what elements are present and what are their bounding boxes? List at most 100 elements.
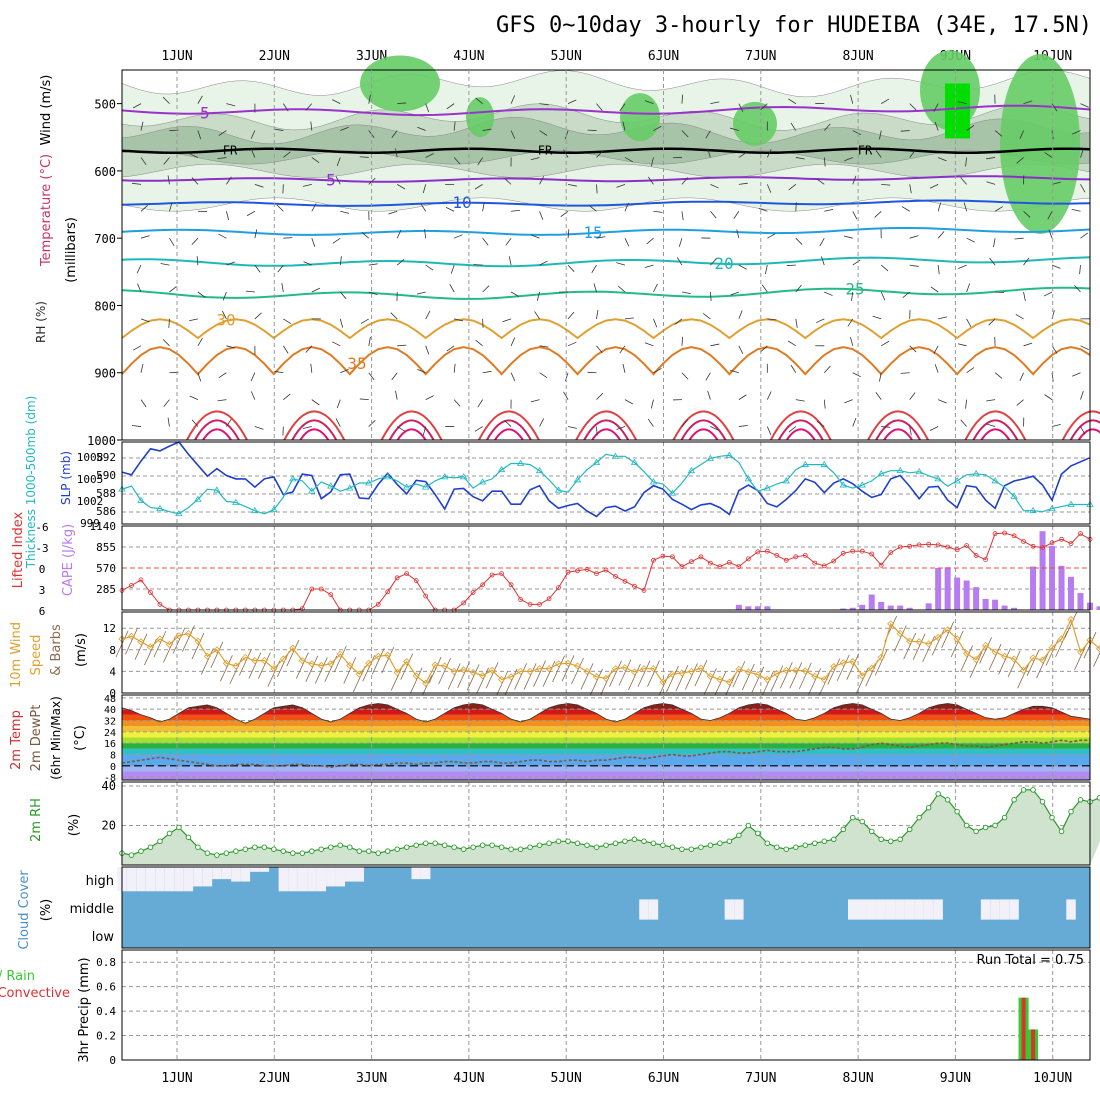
wind10-barb <box>846 653 860 680</box>
temp-tick-40: 40 <box>104 705 116 716</box>
lifted-index-point <box>878 562 884 568</box>
wind10-barb <box>647 660 660 687</box>
wind-barb <box>738 424 748 427</box>
diurnal-loop-6-0 <box>769 410 832 441</box>
wind-barb <box>254 183 264 188</box>
rh2m-point <box>479 842 486 848</box>
wind10-barb <box>580 663 594 690</box>
wind10-barb <box>666 665 679 693</box>
wind-barb <box>844 399 853 404</box>
rh2m-point <box>925 804 932 811</box>
wind-barb <box>1072 372 1081 377</box>
wind10-barb <box>779 662 793 689</box>
wind-barb <box>416 291 426 295</box>
precip-frame <box>121 949 1091 1061</box>
rh2m-axis-label: 2m RH <box>29 798 44 842</box>
wind-barb <box>624 317 634 320</box>
cloud-middle-cell <box>980 899 991 920</box>
wind-barb <box>705 130 711 139</box>
rh2m-point <box>612 840 619 847</box>
wind10-point <box>678 669 686 677</box>
wind-barb <box>530 157 540 161</box>
lifted-index-point <box>802 553 808 558</box>
cape-bar <box>963 580 970 610</box>
wind-barb <box>140 318 150 323</box>
rh2m-point <box>195 844 201 850</box>
wind-barb <box>795 237 803 245</box>
wind-barb <box>510 372 516 382</box>
thickness-point <box>289 475 297 482</box>
rh2m-point <box>840 826 847 833</box>
cape-bar <box>1001 605 1008 610</box>
wind-barb <box>446 103 455 110</box>
wind10-point <box>982 641 990 650</box>
wind-barb <box>539 372 548 379</box>
wind10-point <box>1010 655 1018 663</box>
wind-barb <box>653 210 663 213</box>
thickness-point <box>573 476 582 483</box>
wind-barb <box>702 313 711 320</box>
wind10-barb <box>523 663 537 690</box>
precip-axis-label-conv: Convective <box>0 986 70 1001</box>
rh2m-point <box>1068 808 1074 815</box>
wind-barb <box>994 206 1003 212</box>
wind10-barb <box>343 657 357 684</box>
wind-barb <box>593 283 597 293</box>
wind-barb <box>624 238 630 247</box>
upper-air-frame <box>121 69 1091 441</box>
wind-barb <box>245 290 255 293</box>
cloud-high-cell <box>259 867 270 872</box>
wind-barb <box>644 100 654 105</box>
wind-barb <box>596 345 603 354</box>
li-frame <box>121 525 1091 611</box>
wind-barb <box>761 284 768 293</box>
temp-contour-label--5: -5 <box>190 104 209 123</box>
wind-barb <box>960 419 967 427</box>
wind-barb <box>1044 152 1053 158</box>
wind-barb <box>482 128 492 131</box>
thickness-point <box>251 506 259 514</box>
temp-band-8 <box>122 720 1090 727</box>
top-day-label-1: 2JUN <box>259 49 290 64</box>
wind-barb <box>909 150 916 158</box>
rh2m-point <box>128 852 135 858</box>
wind10-barb <box>912 633 926 660</box>
wind-barb <box>616 183 626 188</box>
wind-barb <box>226 261 235 266</box>
wind-barb <box>589 205 597 212</box>
wind-barb <box>881 340 890 347</box>
wind-barb <box>189 318 199 322</box>
wind-barb <box>995 291 1005 294</box>
wind10-point <box>915 638 923 646</box>
wind-barb <box>1080 345 1089 350</box>
diurnal-loop-5-0 <box>672 410 735 441</box>
wind-barb <box>567 183 577 187</box>
wind-barb <box>340 369 349 374</box>
wind10-barb <box>922 635 936 663</box>
wind-barb <box>966 318 972 327</box>
wind-barb <box>359 398 369 401</box>
wind-barb <box>482 202 485 212</box>
wind-barb <box>966 237 975 243</box>
lifted-index-point <box>413 578 419 583</box>
wind-barb <box>359 156 369 158</box>
rh2m-point <box>954 808 960 815</box>
temperature-axis-label: Temperature (°C) <box>39 154 54 267</box>
wind-barb <box>1051 103 1058 112</box>
wind-barb <box>368 372 375 381</box>
cloud-cover-panel: high middle low Cloud Cover (%) <box>17 866 1091 950</box>
wind-barb <box>736 229 740 239</box>
lifted-index-point <box>508 582 514 588</box>
wind-barb <box>650 399 654 409</box>
diurnal-loop-7-1 <box>875 419 921 441</box>
wind-barb <box>821 256 825 266</box>
precip-bg <box>122 950 1090 1060</box>
wind-barb <box>474 184 483 190</box>
wind-barb <box>1016 157 1024 164</box>
wind10-barb <box>286 640 300 667</box>
wind-barb <box>302 183 312 187</box>
wind10-point <box>317 661 325 670</box>
cloud-middle-cell <box>1066 899 1076 920</box>
wind-barb <box>646 237 654 245</box>
rh-tick-40: 40 <box>102 779 116 793</box>
